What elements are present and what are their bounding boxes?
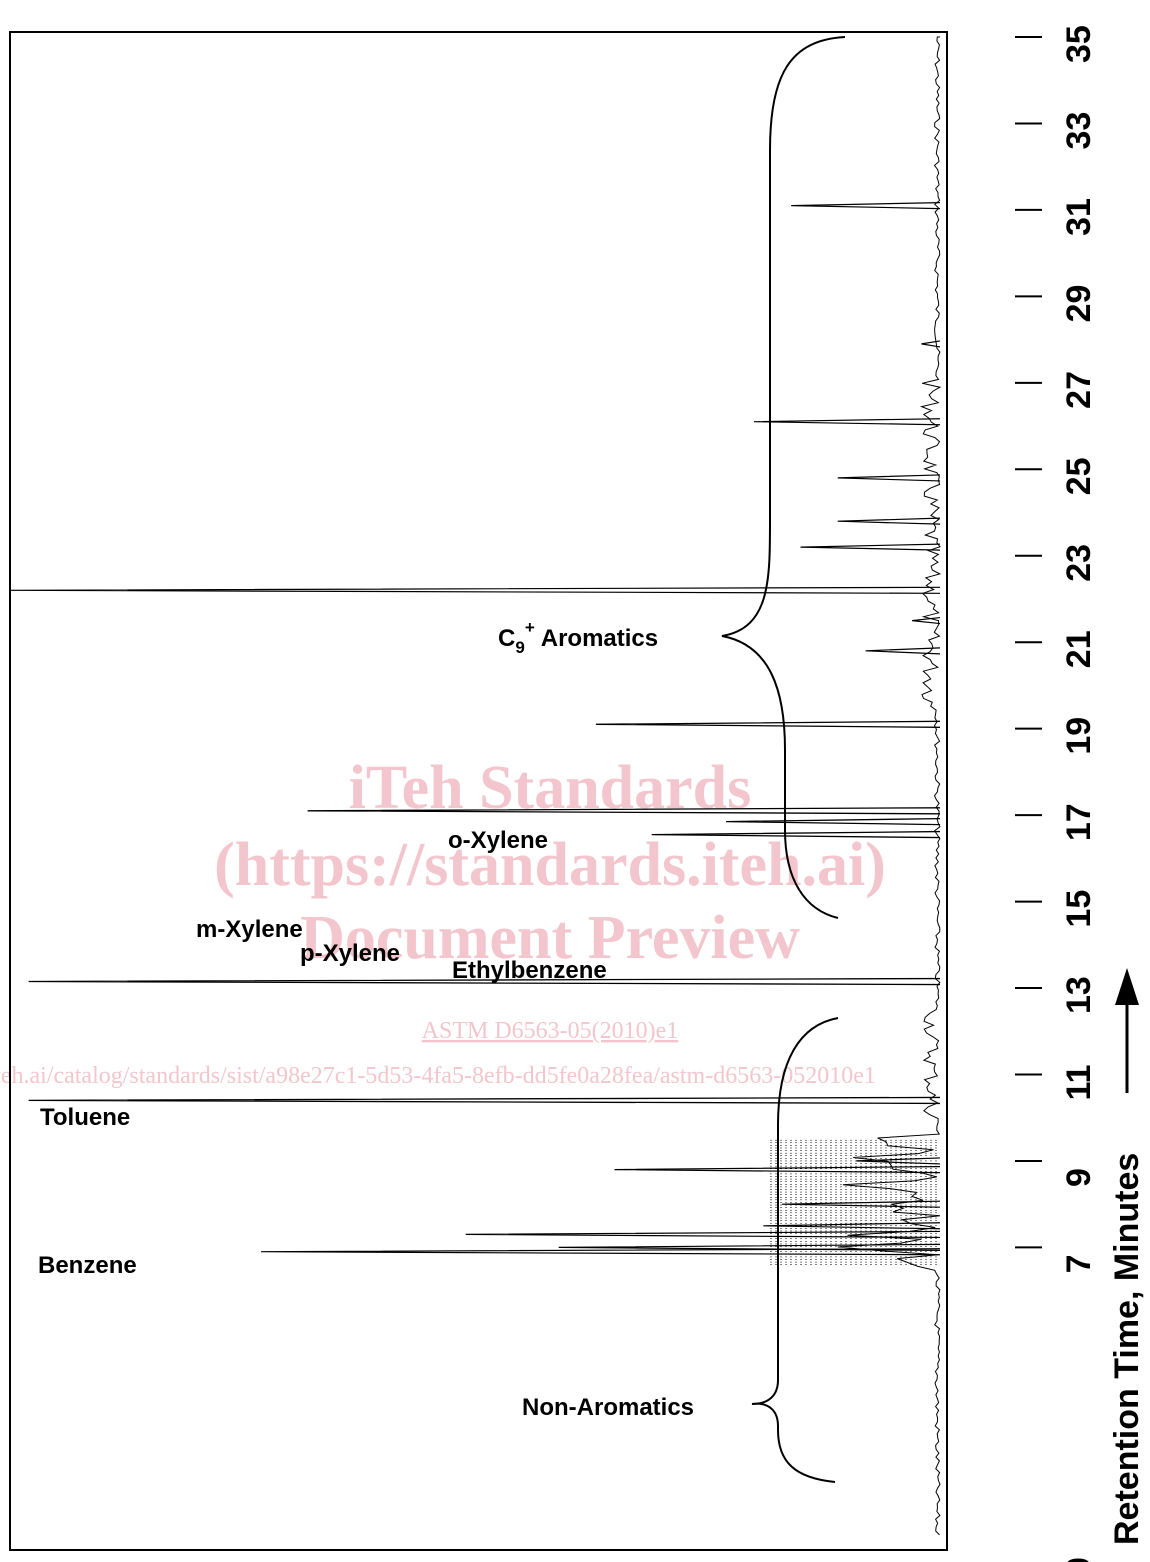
peak-2 (465, 1230, 941, 1239)
peak-8 (912, 616, 941, 625)
tick-label-7: 7 (1060, 1254, 1098, 1273)
chromatogram-trace (9, 36, 942, 1536)
peak-13 (753, 418, 941, 426)
peak-9 (9, 586, 941, 594)
tick-label-21: 21 (1060, 630, 1098, 668)
baseline-noise (837, 36, 942, 1536)
label-c9-subscript: 9 (515, 638, 524, 657)
aromatics-brace (721, 36, 846, 919)
label-toluene: Toluene (40, 1104, 130, 1131)
tick-label-17: 17 (1060, 803, 1098, 841)
label-m-xylene: m-Xylene (196, 916, 303, 943)
peak-1 (558, 1243, 941, 1251)
non-aromatics-brace (751, 1017, 839, 1483)
peak-10 (800, 543, 941, 551)
peak-3 (763, 1222, 941, 1230)
retention-time-axis (946, 32, 1042, 1550)
tick-label-23: 23 (1060, 544, 1098, 582)
peak-toluene (28, 977, 941, 986)
peak-labels: Benzene Toluene Ethylbenzene p-Xylene m-… (38, 618, 694, 1421)
tick-labels: 0 7 9 11 13 15 17 19 21 23 25 27 29 31 33 35 (1060, 25, 1098, 1562)
peak-ethylbenzene (651, 830, 941, 839)
tick-label-33: 33 (1060, 112, 1098, 150)
tick-label-9: 9 (1060, 1168, 1098, 1187)
peak-benzene (28, 1096, 941, 1105)
peak-12 (837, 474, 941, 482)
tick-label-11: 11 (1060, 1065, 1098, 1101)
peak-5 (614, 1165, 941, 1174)
tick-label-31: 31 (1060, 198, 1098, 236)
peak-4 (781, 1200, 941, 1208)
peak-o-xylene (595, 720, 941, 728)
axis-title: Retention Time, Minutes (1108, 1153, 1146, 1545)
peak-m-xylene (307, 807, 941, 815)
label-c9-aromatics: C9+ Aromatics (498, 618, 658, 657)
tick-label-0: 0 (1060, 1557, 1098, 1562)
peak-p-xylene (726, 817, 941, 826)
label-o-xylene: o-Xylene (448, 827, 548, 854)
tick-label-19: 19 (1060, 717, 1098, 755)
tick-label-15: 15 (1060, 890, 1098, 928)
axis-title-group: Retention Time, Minutes (1108, 968, 1146, 1545)
tick-label-25: 25 (1060, 457, 1098, 495)
label-p-xylene: p-Xylene (300, 940, 400, 967)
watermark: iTeh Standards (https://standards.iteh.a… (0, 754, 886, 1089)
tick-label-35: 35 (1060, 25, 1098, 63)
watermark-line-2: (https://standards.iteh.ai) (214, 831, 886, 899)
label-ethylbenzene: Ethylbenzene (452, 957, 607, 984)
label-c9-name: Aromatics (541, 625, 658, 652)
peak-15 (791, 201, 941, 210)
watermark-line-4: ASTM D6563-05(2010)e1 (422, 1018, 679, 1044)
tick-label-27: 27 (1060, 371, 1098, 409)
tick-label-29: 29 (1060, 285, 1098, 323)
watermark-line-3: Document Preview (300, 904, 800, 972)
label-c9-superscript: + (525, 618, 535, 637)
peak-14 (921, 340, 941, 348)
peak-11 (837, 517, 941, 525)
tick-label-13: 13 (1060, 976, 1098, 1014)
label-c9-prefix: C (498, 625, 515, 652)
label-non-aromatics: Non-Aromatics (522, 1394, 694, 1421)
label-benzene: Benzene (38, 1252, 137, 1279)
group-braces (721, 36, 846, 1483)
watermark-line-5: https://standards.iteh.ai/catalog/standa… (0, 1063, 876, 1089)
axis-arrow-head (1115, 968, 1139, 1005)
peak-0 (261, 1248, 941, 1256)
peak-7 (865, 647, 941, 655)
